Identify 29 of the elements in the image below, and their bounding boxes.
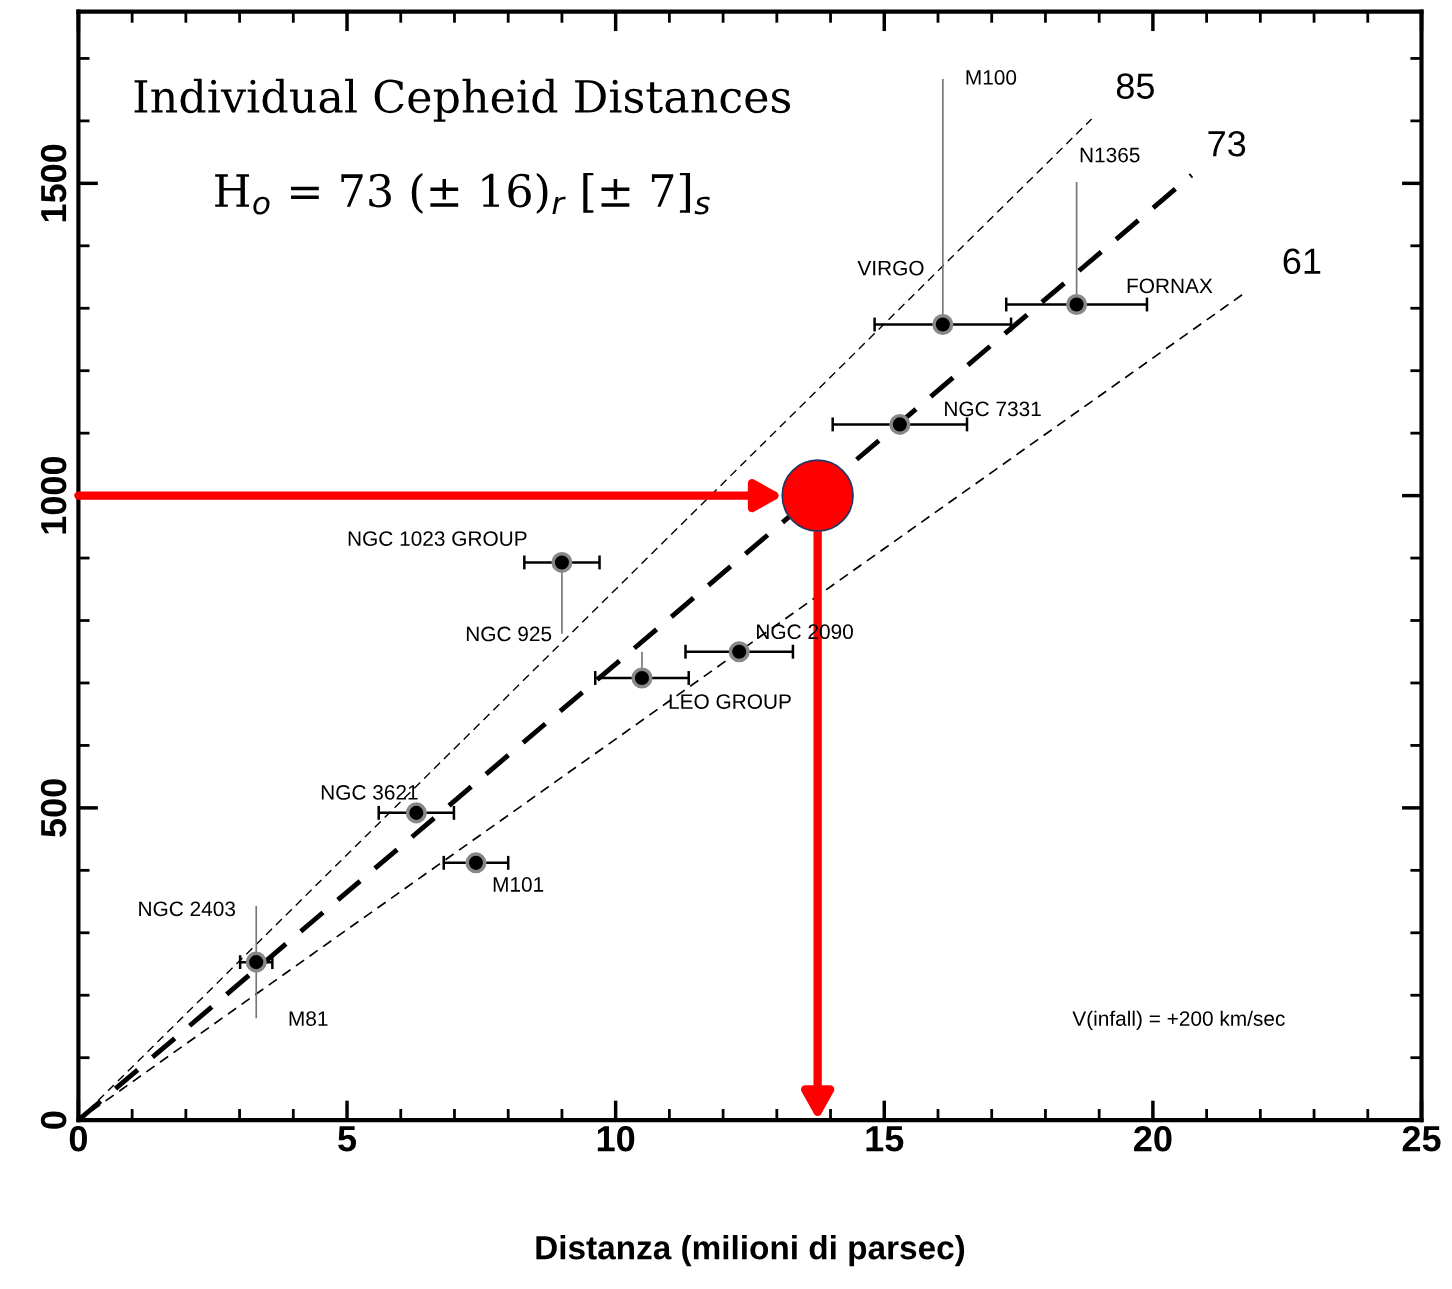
x-axis-title: Distanza (milioni di parsec)	[536, 1235, 965, 1267]
x-tick-label: 25	[1402, 1125, 1441, 1152]
annotation: VIRGO	[857, 260, 924, 276]
x-tick-label: 5	[338, 1126, 357, 1152]
x-tick-label: 10	[597, 1125, 635, 1152]
text: Individual Cepheid Distances	[134, 78, 791, 122]
y-tick-label: 1500	[40, 144, 67, 222]
annotation: 61	[1283, 248, 1321, 275]
annotation: NGC 3621	[321, 785, 418, 800]
annotation: NGC 7331	[945, 401, 1041, 417]
annotation: V(infall) = +200 km/sec	[1072, 1010, 1285, 1031]
annotation: M101	[493, 877, 544, 892]
y-tick-label: 1000	[40, 456, 67, 534]
annotation: N1365	[1080, 147, 1140, 163]
text: H$_{o}$ = 73 (± 16)$_{r}$ [± 7]$_{s}$	[215, 173, 710, 215]
annotation: FORNAX	[1127, 278, 1213, 294]
annotation: NGC 2403	[139, 901, 236, 917]
annotation: NGC 1023 GROUP	[348, 531, 527, 546]
annotation: 73	[1208, 130, 1246, 157]
annotation: M100	[966, 70, 1017, 85]
annotation: M81	[289, 1011, 328, 1026]
y-tick-label: 500	[40, 779, 67, 837]
y-tick-label: 0	[40, 1111, 67, 1129]
annotation: NGC 925	[466, 626, 552, 642]
annotation: 85	[1116, 73, 1154, 99]
annotation: LEO GROUP	[669, 694, 791, 709]
x-tick-label: 0	[69, 1125, 87, 1152]
x-tick-label: 15	[866, 1126, 904, 1152]
x-tick-label: 20	[1134, 1125, 1172, 1152]
